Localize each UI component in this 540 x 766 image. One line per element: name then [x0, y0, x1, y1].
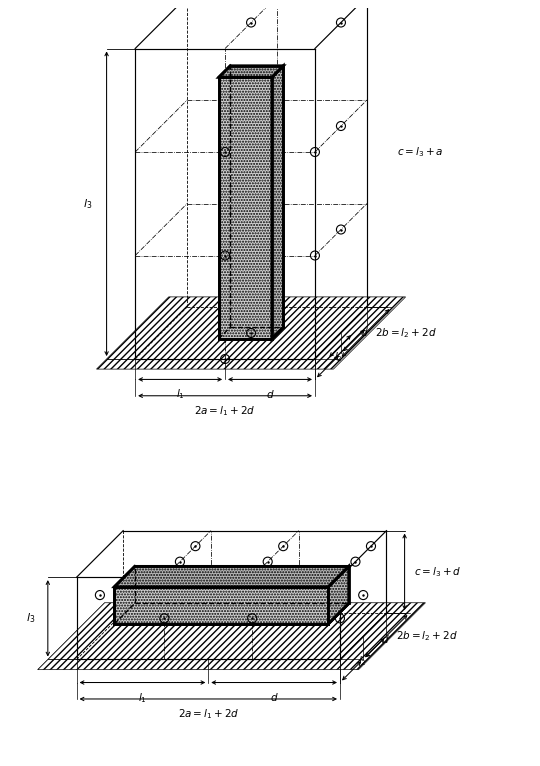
- Polygon shape: [219, 77, 272, 339]
- Text: $d$: $d$: [270, 691, 279, 702]
- Text: $2a= l_1+2d$: $2a= l_1+2d$: [178, 707, 239, 721]
- Text: $d$: $d$: [381, 633, 390, 645]
- Text: $c = l_3 + a$: $c = l_3 + a$: [397, 145, 444, 159]
- Text: $c = l_3 + d$: $c = l_3 + d$: [415, 565, 462, 578]
- Polygon shape: [114, 587, 328, 624]
- Polygon shape: [38, 603, 426, 669]
- Text: $2a= l_1+2d$: $2a= l_1+2d$: [194, 404, 256, 417]
- Text: $l_3$: $l_3$: [26, 611, 36, 625]
- Text: $l_2$: $l_2$: [334, 350, 343, 364]
- Text: $l_3$: $l_3$: [83, 197, 92, 211]
- Text: $d$: $d$: [266, 388, 274, 400]
- Polygon shape: [272, 66, 284, 339]
- Polygon shape: [114, 566, 349, 587]
- Polygon shape: [219, 66, 284, 77]
- Text: $l_2$: $l_2$: [358, 655, 367, 669]
- Polygon shape: [328, 566, 349, 624]
- Text: $2b= l_2+2d$: $2b= l_2+2d$: [375, 326, 437, 340]
- Text: $2b= l_2+2d$: $2b= l_2+2d$: [396, 630, 458, 643]
- Text: $l_1$: $l_1$: [176, 388, 185, 401]
- Text: $l_1$: $l_1$: [138, 691, 147, 705]
- Polygon shape: [97, 297, 406, 369]
- Text: $d$: $d$: [361, 326, 369, 338]
